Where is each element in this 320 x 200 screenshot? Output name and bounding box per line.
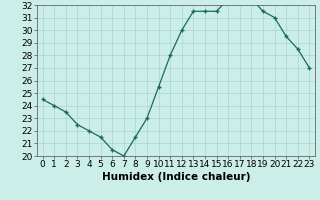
- X-axis label: Humidex (Indice chaleur): Humidex (Indice chaleur): [102, 172, 250, 182]
